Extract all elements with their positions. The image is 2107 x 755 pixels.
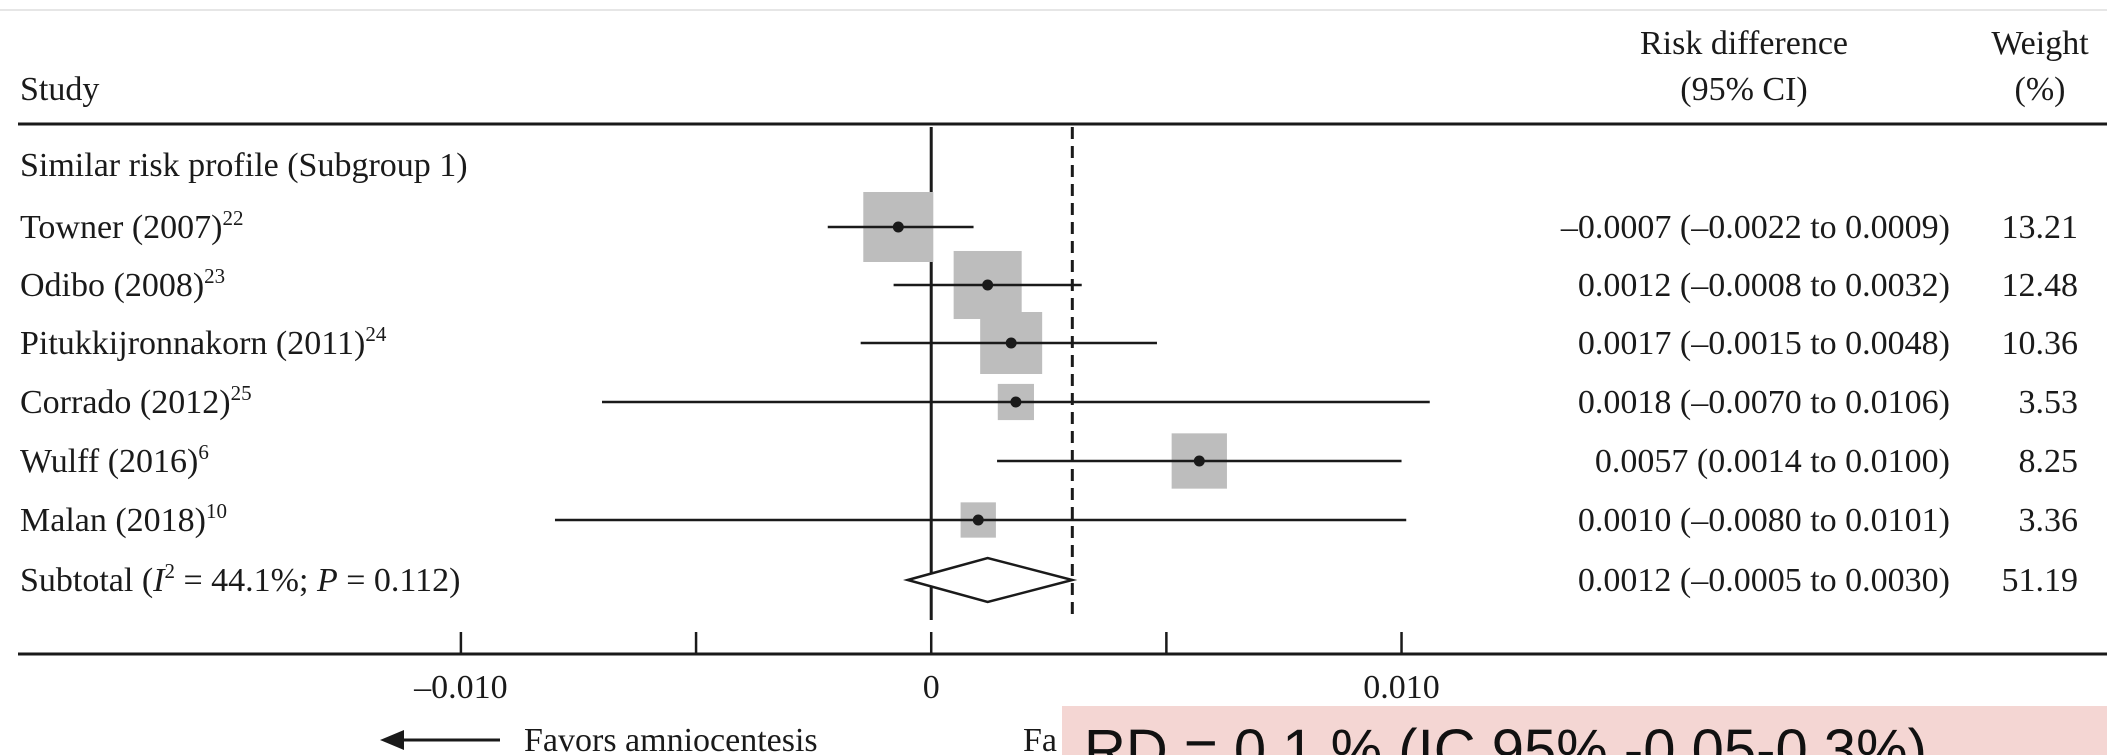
x-tick-label: 0 [923,669,940,706]
pooled-estimate-text: RD = 0.1 % (IC 95% -0.05-0.3%) [1084,718,1927,755]
weight-value: 3.36 [2019,502,2079,539]
subtotal-label: Subtotal (I2 = 44.1%; P = 0.112) [20,559,460,599]
risk-difference-value: 0.0012 (–0.0008 to 0.0032) [1578,267,1950,304]
favors-right-label: Fa [1023,722,1057,755]
study-label: Malan (2018)10 [20,499,227,539]
study-label: Corrado (2012)25 [20,381,252,421]
header-ci: (95% CI) [1680,71,1807,108]
subtotal-weight: 51.19 [2002,562,2079,599]
risk-difference-value: –0.0007 (–0.0022 to 0.0009) [1560,209,1950,246]
study-label: Pitukkijronnakorn (2011)24 [20,322,387,362]
weight-value: 13.21 [2002,209,2079,246]
header-risk-difference: Risk difference [1640,25,1848,62]
favors-left-label: Favors amniocentesis [524,722,818,755]
header-weight-unit: (%) [2015,71,2066,108]
header-weight: Weight [1991,25,2089,62]
point-estimate [892,221,904,233]
favors-left-arrow-head [380,730,404,750]
study-label: Wulff (2016)6 [20,440,209,480]
point-estimate [1193,455,1205,467]
weight-value: 10.36 [2002,325,2079,362]
weight-value: 3.53 [2019,384,2079,421]
point-estimate [972,514,984,526]
point-estimate [1005,337,1017,349]
study-label: Towner (2007)22 [20,206,244,246]
subgroup-title: Similar risk profile (Subgroup 1) [20,147,468,184]
pooled-estimate-overlay: RD = 0.1 % (IC 95% -0.05-0.3%) [1062,706,2107,755]
weight-value: 12.48 [2002,267,2079,304]
weight-value: 8.25 [2019,443,2079,480]
x-tick-label: 0.010 [1363,669,1440,706]
risk-difference-value: 0.0018 (–0.0070 to 0.0106) [1578,384,1950,421]
x-tick-label: –0.010 [413,669,508,706]
study-label: Odibo (2008)23 [20,264,225,304]
subtotal-risk-difference: 0.0012 (–0.0005 to 0.0030) [1578,562,1950,599]
subtotal-diamond [902,556,1078,604]
header-study: Study [20,71,99,108]
risk-difference-value: 0.0010 (–0.0080 to 0.0101) [1578,502,1950,539]
risk-difference-value: 0.0057 (0.0014 to 0.0100) [1595,443,1950,480]
risk-difference-value: 0.0017 (–0.0015 to 0.0048) [1578,325,1950,362]
point-estimate [1010,396,1022,408]
point-estimate [982,279,994,291]
